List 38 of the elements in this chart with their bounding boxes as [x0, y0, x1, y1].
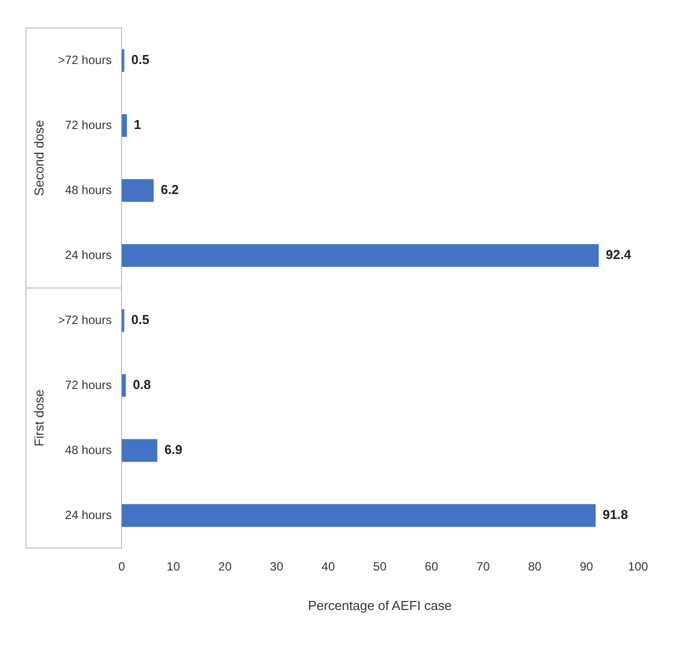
text: First dose [32, 389, 47, 447]
bar [122, 504, 596, 527]
bar [122, 179, 154, 202]
data-label: 6.9 [164, 442, 182, 458]
x-tick-label: 100 [628, 560, 648, 574]
bar [122, 114, 127, 137]
y-tick-label: 24 hours [65, 248, 112, 262]
bar [122, 244, 599, 267]
bar [122, 439, 158, 462]
x-tick-label: 40 [322, 560, 336, 574]
x-tick-label: 0 [118, 560, 126, 574]
y-tick-label: 24 hours [65, 508, 112, 522]
data-label: 92.4 [606, 247, 632, 262]
x-tick-label: 10 [166, 560, 180, 574]
x-tick-label: 90 [580, 560, 594, 574]
y-tick-label: >72 hours [58, 52, 112, 67]
text: Second dose [32, 120, 47, 196]
data-label: 0.8 [132, 377, 151, 392]
y-tick-label: >72 hours [58, 312, 112, 327]
x-tick-label: 30 [270, 560, 284, 574]
y-tick-label: 72 hours [65, 118, 112, 132]
x-tick-label: 60 [424, 560, 438, 574]
bar [122, 374, 126, 397]
bar [122, 49, 124, 72]
x-tick-label: 20 [218, 560, 232, 574]
x-tick-label: 80 [528, 560, 542, 574]
data-label: 6.2 [160, 182, 179, 198]
data-label: 1 [134, 117, 142, 132]
x-tick-label: 50 [373, 560, 387, 574]
y-tick-label: 72 hours [65, 378, 112, 392]
data-label: 91.8 [602, 507, 628, 522]
y-tick-label: 48 hours [65, 442, 112, 457]
x-axis-title: Percentage of AEFI case [308, 598, 452, 613]
x-tick-label: 70 [476, 560, 490, 574]
data-label: 0.5 [131, 312, 150, 328]
y-tick-label: 48 hours [65, 182, 112, 197]
bar [122, 309, 124, 332]
data-label: 0.5 [131, 52, 150, 68]
